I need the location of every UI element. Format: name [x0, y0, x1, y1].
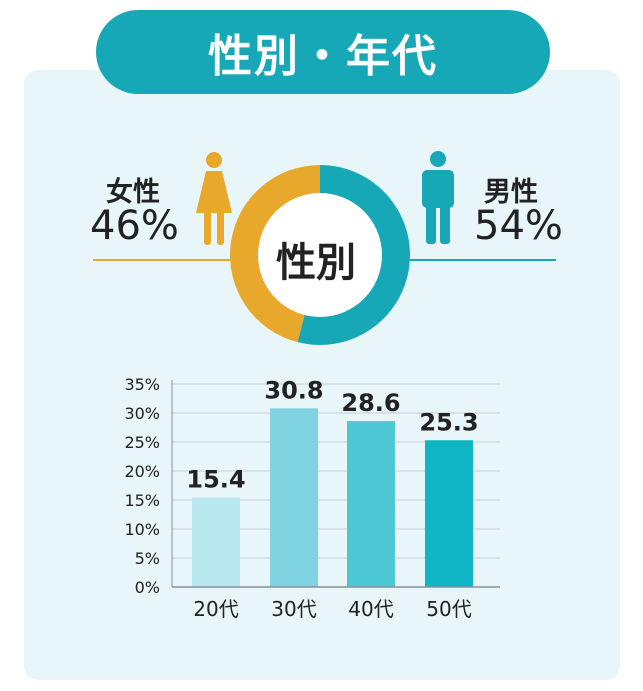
y-tick-label: 25%	[124, 433, 160, 452]
male-icon	[422, 151, 454, 244]
bar-40代	[347, 421, 395, 587]
x-tick-label: 40代	[348, 597, 393, 621]
y-tick-label: 0%	[135, 578, 160, 597]
bar-20代	[192, 497, 240, 587]
female-label: 女性	[106, 177, 160, 208]
male-percent: 54%	[474, 203, 563, 249]
y-tick-label: 35%	[124, 375, 160, 394]
female-divider-line	[93, 259, 253, 261]
bar-50代	[425, 440, 473, 587]
y-tick-label: 20%	[124, 462, 160, 481]
y-tick-label: 15%	[124, 491, 160, 510]
title-banner: 性別・年代	[96, 10, 550, 94]
x-tick-label: 20代	[193, 597, 238, 621]
bar-30代	[270, 408, 318, 587]
page-title: 性別・年代	[208, 31, 438, 82]
female-icon	[196, 152, 232, 245]
data-label: 25.3	[419, 408, 478, 436]
y-tick-label: 10%	[124, 520, 160, 539]
female-percent: 46%	[90, 203, 179, 249]
data-label: 15.4	[186, 466, 245, 494]
male-divider-line	[396, 259, 556, 261]
y-tick-label: 30%	[124, 404, 160, 423]
data-label: 28.6	[341, 389, 400, 417]
gender-donut-chart	[230, 165, 410, 345]
donut-center-label: 性別	[276, 240, 356, 286]
y-tick-label: 5%	[135, 549, 160, 568]
x-tick-label: 50代	[426, 597, 471, 621]
x-tick-label: 30代	[271, 597, 316, 621]
male-label: 男性	[484, 177, 538, 208]
data-label: 30.8	[264, 376, 323, 404]
